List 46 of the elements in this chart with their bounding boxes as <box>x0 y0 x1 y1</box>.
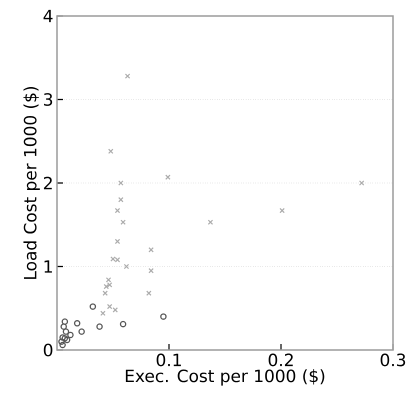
y-tick-label: 1 <box>44 260 52 273</box>
point <box>58 338 65 345</box>
point <box>114 238 120 244</box>
x-tick-label: 0.2 <box>268 354 293 366</box>
point <box>78 328 85 335</box>
point <box>62 328 70 335</box>
point <box>146 290 152 296</box>
point <box>100 310 106 316</box>
point <box>90 303 96 310</box>
y-tick-label: 0 <box>44 344 52 356</box>
y-tick-label: 3 <box>44 93 52 106</box>
point <box>62 318 68 325</box>
point <box>106 304 112 310</box>
point <box>148 268 154 274</box>
point <box>67 332 74 338</box>
point <box>120 220 126 225</box>
y-tick-label: 4 <box>44 10 53 22</box>
point <box>112 307 118 313</box>
point <box>106 277 112 283</box>
point <box>148 247 154 253</box>
y-tick-label: 2 <box>44 176 52 190</box>
point <box>108 148 114 154</box>
point <box>208 220 214 225</box>
point <box>59 342 66 348</box>
point <box>60 323 67 330</box>
y-axis-title: Load Cost per 1000 ($) <box>23 86 40 279</box>
point <box>124 264 130 270</box>
point <box>165 174 171 180</box>
point <box>59 334 66 341</box>
point <box>120 320 126 328</box>
x-tick-label: 0.1 <box>156 354 181 366</box>
x-tick-label: 0.3 <box>380 354 406 366</box>
point <box>74 320 80 327</box>
point <box>104 284 109 290</box>
point <box>96 323 103 330</box>
point <box>118 180 124 186</box>
point <box>124 73 130 79</box>
point <box>160 313 167 320</box>
point <box>279 208 285 214</box>
point <box>106 282 112 288</box>
point <box>118 196 124 202</box>
point <box>114 208 120 214</box>
point <box>102 290 108 296</box>
x-axis-title: Exec. Cost per 1000 ($) <box>126 369 324 386</box>
point <box>62 335 68 342</box>
point <box>358 180 364 186</box>
